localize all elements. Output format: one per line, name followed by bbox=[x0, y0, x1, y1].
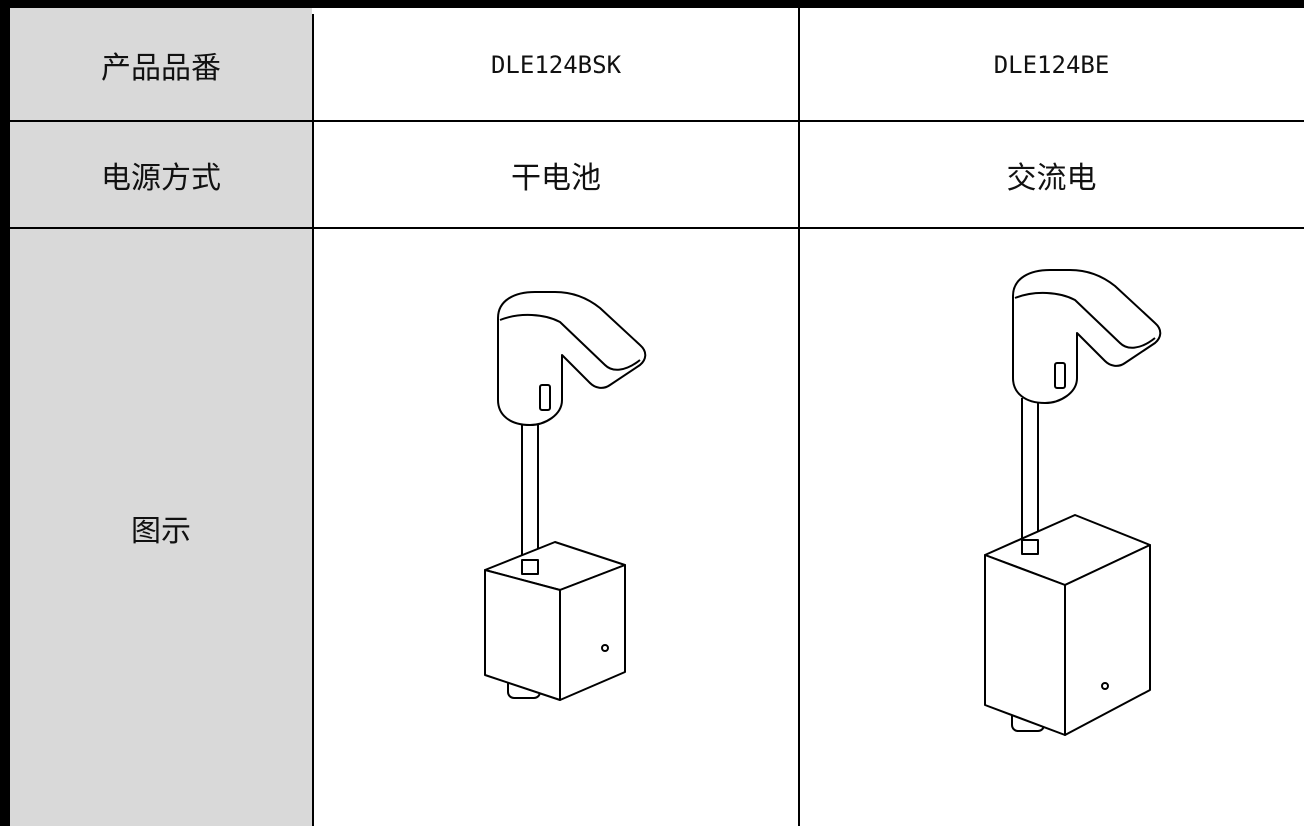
row-header: 图示 bbox=[10, 229, 312, 826]
faucet-illustration bbox=[484, 291, 647, 701]
cell: DLE124BSK bbox=[490, 50, 622, 79]
row-header: 产品品番 bbox=[10, 8, 312, 121]
cell: 交流电 bbox=[1006, 161, 1097, 196]
cell: DLE124BE bbox=[993, 50, 1110, 79]
row-header: 电源方式 bbox=[10, 122, 312, 228]
faucet-illustration bbox=[984, 269, 1162, 736]
cell: 干电池 bbox=[511, 161, 601, 196]
